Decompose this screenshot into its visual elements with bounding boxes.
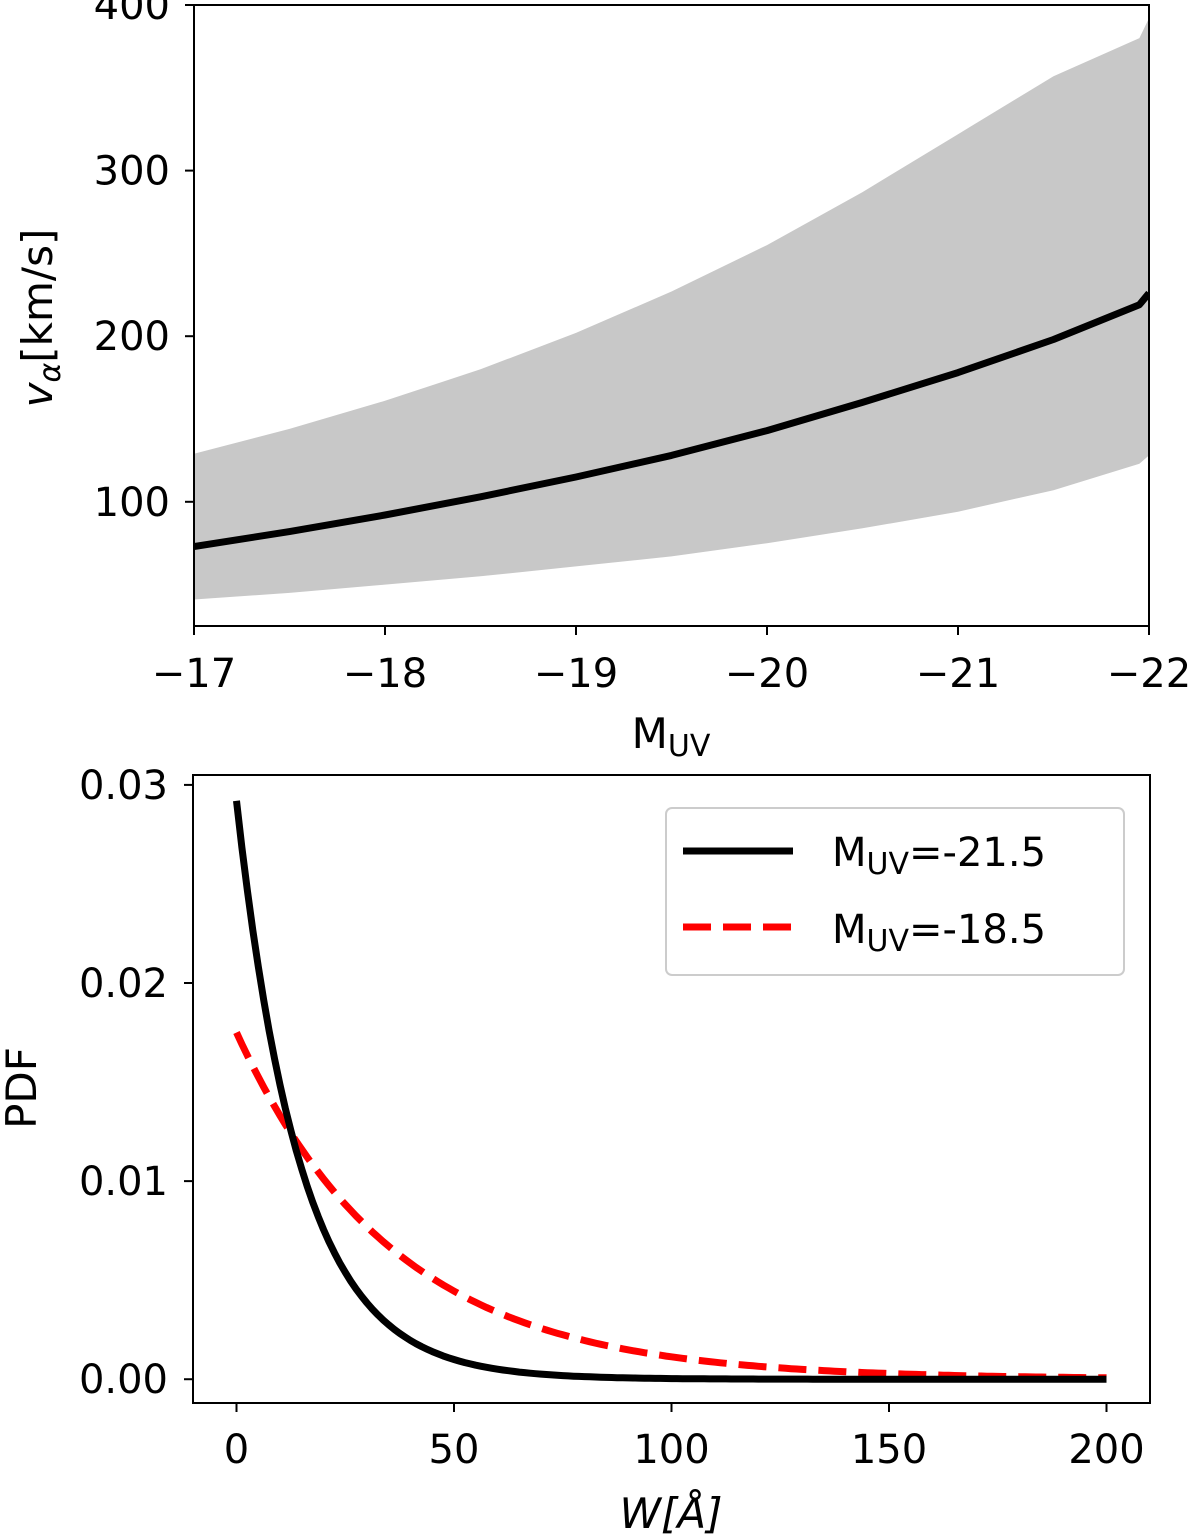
bottom-y-tick-label: 0.02 xyxy=(79,961,168,1007)
top-x-tick-label: −20 xyxy=(725,651,809,697)
legend-label-dashed: MUV=-18.5 xyxy=(832,907,1046,959)
top-x-ticks: −17 −18 −19 −20 −21 −22 xyxy=(152,626,1191,697)
top-y-axis-label: vα[km/s] xyxy=(13,229,68,408)
bottom-x-tick-label: 100 xyxy=(633,1427,709,1473)
bottom-y-ticks: 0.00 0.01 0.02 0.03 xyxy=(79,763,193,1403)
top-x-tick-label: −18 xyxy=(343,651,427,697)
top-y-tick-label: 200 xyxy=(94,314,170,360)
bottom-x-tick-label: 150 xyxy=(851,1427,927,1473)
median-line xyxy=(194,290,1149,550)
top-x-tick-label: −19 xyxy=(534,651,618,697)
bottom-x-tick-label: 0 xyxy=(224,1427,249,1473)
bottom-x-tick-label: 200 xyxy=(1068,1427,1144,1473)
top-x-tick-label: −21 xyxy=(916,651,1000,697)
top-x-axis-label: MUV xyxy=(632,709,711,764)
top-y-tick-label: 400 xyxy=(94,0,170,29)
bottom-y-tick-label: 0.03 xyxy=(79,763,168,809)
bottom-y-axis-label: PDF xyxy=(0,1047,46,1129)
top-y-ticks: 100 200 300 400 xyxy=(94,0,194,526)
bottom-x-axis-label: W[Å] xyxy=(619,1488,722,1538)
bottom-x-ticks: 0 50 100 150 200 xyxy=(224,1403,1145,1473)
uncertainty-band xyxy=(194,18,1149,600)
top-x-tick-label: −22 xyxy=(1107,651,1191,697)
pdf-line-muv-18-5 xyxy=(233,1031,1107,1382)
legend: MUV=-21.5 MUV=-18.5 xyxy=(665,807,1125,976)
top-x-tick-label: −17 xyxy=(152,651,236,697)
pdf-line-muv-21-5 xyxy=(233,800,1107,1383)
top-y-tick-label: 100 xyxy=(94,480,170,526)
bottom-x-tick-label: 50 xyxy=(429,1427,480,1473)
legend-label-solid: MUV=-21.5 xyxy=(832,830,1046,882)
top-plot-frame xyxy=(193,4,1150,627)
bottom-y-tick-label: 0.01 xyxy=(79,1159,168,1205)
top-panel: −17 −18 −19 −20 −21 −22 100 200 300 400 MUV vα[k… xyxy=(13,0,1191,764)
bottom-panel: 0 50 100 150 200 0.00 0.01 0.02 0.03 W[Å] PDF M… xyxy=(0,763,1151,1538)
top-y-tick-label: 300 xyxy=(94,149,170,195)
bottom-y-tick-label: 0.00 xyxy=(79,1357,168,1403)
